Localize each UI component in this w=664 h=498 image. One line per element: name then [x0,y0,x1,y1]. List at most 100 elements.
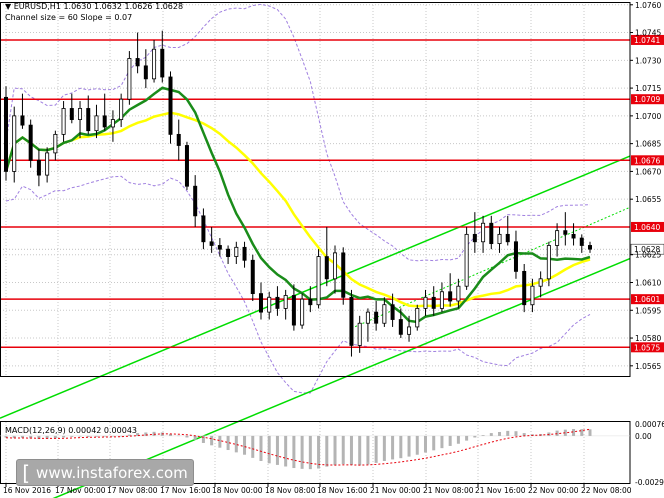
candle-body [110,119,115,128]
candle-body [283,295,288,309]
candle-body [472,233,477,243]
macd-histogram-bar [399,435,403,459]
macd-histogram-bar [193,435,197,440]
macd-histogram-bar [506,430,510,436]
candle-body [36,159,41,176]
level-label-bg [631,342,664,353]
x-tick-label: 18 Nov 08:00 [265,486,316,495]
price-panel-frame [0,2,631,377]
y-tick-label: 1.0595 [635,306,661,315]
candle-body [481,222,486,243]
candle-body [300,298,305,326]
moving-averages [4,86,591,324]
macd-histogram-bar [62,435,66,438]
regression-channel-upper [0,155,631,419]
candlesticks [4,30,593,357]
macd-histogram-bar [210,435,214,446]
candle-body [119,98,124,120]
x-tick-label: 17 Nov 00:00 [55,486,106,495]
candle-body [20,115,25,126]
candle-body [390,304,395,320]
caret-down-icon[interactable]: ▼ [5,2,12,11]
candle-body [333,252,338,280]
moving-average-slow [4,111,591,308]
candle-body [209,241,214,246]
moving-average-fast [4,86,591,324]
macd-y-tick-label: -0.00294 [635,478,664,487]
y-tick-label: 1.0655 [635,195,661,204]
level-label-bg [631,155,664,166]
bollinger-upper-band [5,3,591,262]
candle-body [53,133,58,154]
candle-body [61,108,66,135]
candle-body [423,296,428,309]
bollinger-lower-band [5,175,591,394]
macd-histogram-bar [349,435,353,465]
macd-histogram-bar [473,435,477,438]
macd-histogram-bar [341,435,345,465]
candle-body [69,108,74,120]
candle-body [127,58,132,100]
y-tick-label: 1.0700 [635,112,661,121]
candle-body [579,237,584,246]
grid-lines [0,2,630,484]
candle-body [234,246,239,257]
macd-histogram-bar [103,435,107,437]
candle-body [160,48,165,78]
macd-histogram-bar [251,435,255,458]
candle-body [571,233,576,239]
macd-histogram-bar [144,432,148,436]
macd-histogram-bar [498,431,502,436]
macd-histogram-bar [407,435,411,457]
regression-channel [0,155,631,498]
macd-histogram-bar [259,435,263,461]
x-tick-label: 21 Nov 00:00 [370,486,421,495]
candle-body [201,215,206,243]
candle-body [522,270,527,306]
candle-body [324,256,329,280]
macd-histogram-bar [226,435,230,451]
macd-histogram-bar [284,435,288,467]
macd-histogram-bar [308,435,312,470]
candle-body [374,311,379,324]
indicator-info: Channel size = 60 Slope = 0.07 [5,13,133,22]
macd-histogram-bar [12,435,16,439]
macd-histogram-bar [465,435,469,441]
macd-histogram-bar [514,431,518,436]
candle-body [365,311,370,324]
macd-histogram-bar [4,435,8,438]
candle-body [176,133,181,146]
candle-body [275,296,280,309]
candle-body [135,58,140,67]
macd-histogram-bar [45,435,49,439]
candle-body [588,245,593,250]
candle-body [407,326,412,335]
candle-body [250,259,255,295]
macd-histogram-bar [111,435,115,437]
candle-body [538,278,543,287]
candle-body [415,308,420,328]
watermark-text: www.instaforex.com [36,463,188,482]
macd-histogram-bar [382,435,386,461]
macd-histogram-bar [440,435,444,449]
y-tick-label: 1.0670 [635,167,661,176]
candle-body [291,295,296,326]
candle-body [464,233,469,287]
macd-histogram-bar [358,435,362,466]
candle-body [308,298,313,306]
candle-body [242,246,247,261]
macd-histogram-bar [169,434,173,436]
x-tick-label: 21 Nov 08:00 [423,486,474,495]
candle-body [341,252,346,298]
candle-body [184,145,189,187]
x-tick-label: 18 Nov 00:00 [212,486,263,495]
candle-body [349,296,354,346]
macd-histogram-bar [325,435,329,467]
macd-histogram-bar [185,435,189,438]
macd-histogram-bar [489,433,493,436]
macd-histogram-bar [374,435,378,463]
candle-body [505,233,510,243]
macd-histogram-bar [218,435,222,448]
